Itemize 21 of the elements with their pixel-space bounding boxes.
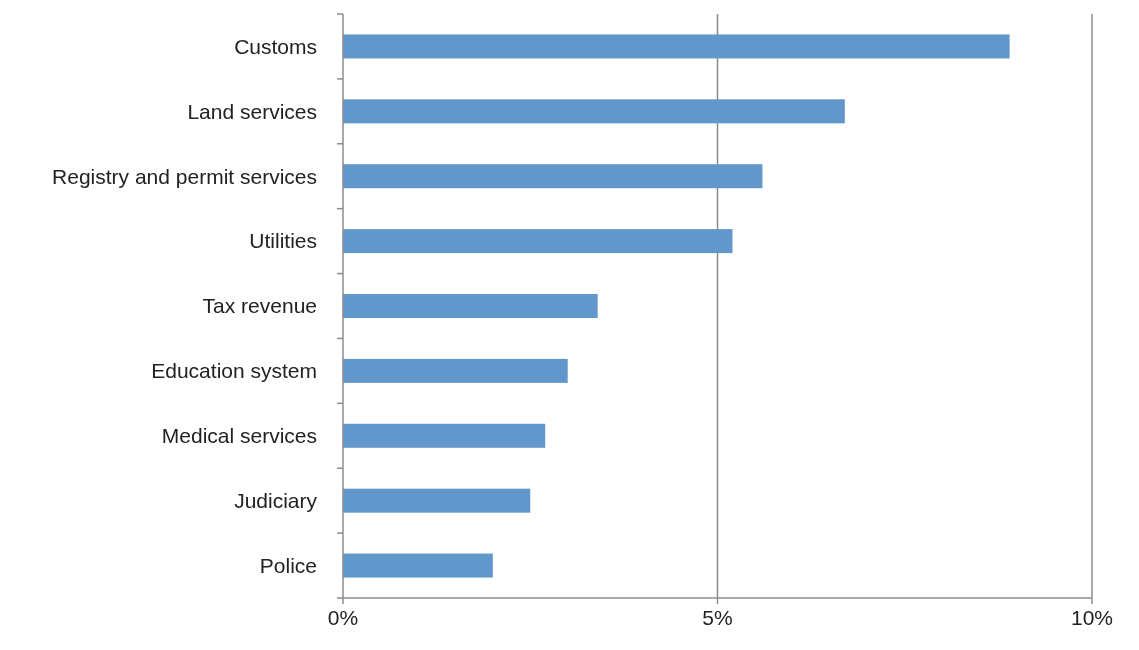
bar — [343, 294, 598, 318]
bar — [343, 34, 1010, 59]
x-tick-label: 5% — [702, 606, 733, 629]
bar — [343, 164, 763, 189]
y-tick-label: Land services — [187, 99, 317, 123]
bar — [343, 423, 546, 448]
bar — [343, 488, 531, 513]
y-tick-label: Utilities — [249, 229, 317, 253]
bar — [343, 229, 733, 254]
y-tick-label: Customs — [234, 34, 317, 58]
y-tick-label: Police — [259, 553, 317, 577]
y-tick-label: Education system — [151, 359, 317, 383]
y-tick-label: Tax revenue — [202, 294, 317, 318]
x-tick-label: 10% — [1070, 606, 1114, 629]
y-tick-label: Judiciary — [234, 489, 318, 513]
bar — [343, 553, 493, 578]
bar — [343, 99, 845, 124]
y-tick-label: Medical services — [161, 424, 317, 448]
y-tick-label: Registry and permit services — [52, 164, 317, 188]
x-tick-label: 0% — [327, 606, 359, 629]
bar — [343, 358, 568, 383]
